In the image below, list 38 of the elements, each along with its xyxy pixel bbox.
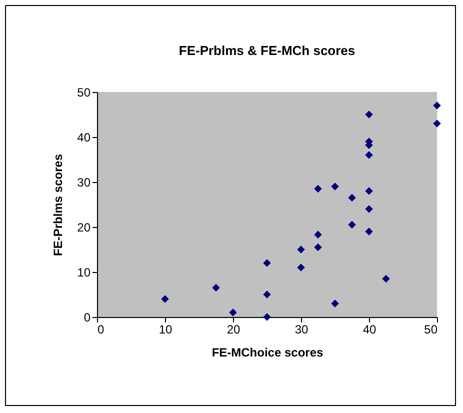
x-tick-label: 50	[424, 322, 438, 336]
x-tick-label: 30	[294, 322, 308, 336]
point	[314, 243, 322, 252]
point	[212, 284, 220, 292]
point	[314, 184, 322, 193]
point	[161, 295, 169, 303]
point	[365, 205, 373, 213]
x-tick-label: 40	[362, 322, 376, 336]
point	[297, 264, 305, 272]
point	[365, 187, 373, 195]
chart-title: FE-Prblms & FE-MCh scores	[178, 43, 356, 58]
point	[297, 246, 305, 254]
y-tick-label: 30	[77, 176, 91, 190]
y-tick-label: 0	[84, 310, 91, 324]
y-tick-label: 20	[77, 220, 91, 234]
point	[365, 110, 373, 118]
point	[263, 313, 271, 321]
point	[263, 290, 271, 298]
y-tick-label: 50	[77, 86, 91, 100]
point	[229, 308, 237, 316]
point	[263, 259, 271, 267]
x-tick-label: 10	[158, 322, 172, 336]
x-axis-title: FE-MChoice scores	[212, 346, 324, 360]
point	[348, 194, 356, 202]
point	[348, 220, 356, 229]
point	[382, 274, 390, 283]
x-tick-label: 20	[226, 322, 240, 336]
point	[365, 151, 373, 159]
point	[433, 102, 441, 110]
point	[433, 120, 441, 128]
y-axis-title: FE-Prblms scores	[51, 154, 66, 256]
point	[365, 228, 373, 236]
y-tick-label: 10	[77, 266, 91, 280]
x-tick-label: 0	[98, 322, 104, 336]
point	[331, 300, 339, 308]
y-tick-label: 40	[77, 130, 91, 144]
point	[314, 230, 322, 239]
point	[331, 182, 339, 190]
